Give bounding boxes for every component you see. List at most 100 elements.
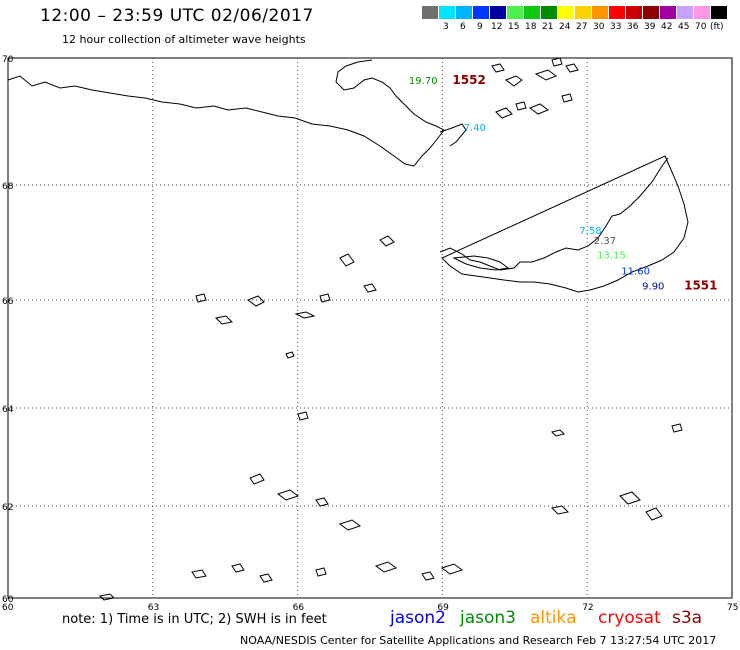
scale-label: 6 bbox=[460, 22, 466, 32]
map-frame bbox=[7, 57, 733, 599]
coastline-east bbox=[439, 123, 467, 147]
scale-swatch bbox=[694, 6, 710, 19]
graticule: 60 63 66 69 72 75 70 68 66 64 62 60 bbox=[2, 55, 738, 613]
lon-tick-label: 72 bbox=[582, 603, 593, 613]
scale-swatch bbox=[677, 6, 693, 19]
coastline-yamal-peninsula bbox=[7, 59, 445, 167]
island-7 bbox=[551, 57, 563, 67]
island-36 bbox=[671, 423, 683, 433]
lat-tick-label: 70 bbox=[2, 55, 14, 65]
scale-swatch bbox=[609, 6, 625, 19]
island-21 bbox=[249, 473, 265, 485]
island-2 bbox=[534, 69, 558, 81]
island-19 bbox=[285, 351, 295, 359]
island-18 bbox=[297, 411, 309, 421]
scale-swatch bbox=[626, 6, 642, 19]
lon-tick-label: 60 bbox=[2, 603, 14, 613]
island-9 bbox=[561, 93, 573, 103]
scale-swatch bbox=[592, 6, 608, 19]
island-8 bbox=[515, 101, 527, 111]
map-title: 12:00 – 23:59 UTC 02/06/2017 bbox=[40, 6, 314, 26]
island-33 bbox=[259, 573, 273, 583]
scale-label: 12 bbox=[491, 22, 503, 32]
island-16 bbox=[319, 293, 331, 303]
island-28 bbox=[374, 561, 398, 573]
scale-label: 27 bbox=[576, 22, 588, 32]
scale-swatch bbox=[711, 6, 727, 19]
lat-tick-label: 62 bbox=[2, 503, 13, 513]
island-14 bbox=[379, 235, 395, 247]
island-3 bbox=[491, 63, 505, 73]
satellite-legend-entry: altika bbox=[530, 608, 577, 628]
island-27 bbox=[550, 505, 570, 515]
island-30 bbox=[191, 569, 207, 579]
island-12 bbox=[294, 311, 316, 319]
island-35 bbox=[421, 571, 435, 581]
lon-tick-label: 66 bbox=[293, 603, 305, 613]
observation-value: 1551 bbox=[684, 279, 717, 293]
observation-value: 1552 bbox=[452, 73, 485, 87]
lon-tick-label: 75 bbox=[727, 603, 738, 613]
observation-value: 7.58 bbox=[579, 226, 601, 237]
island-17 bbox=[195, 293, 207, 303]
lat-tick-label: 64 bbox=[2, 405, 14, 415]
coastline bbox=[7, 57, 689, 601]
scale-swatch bbox=[422, 6, 438, 19]
observation-value: 13.15 bbox=[597, 251, 626, 262]
satellite-legend-entry: jason3 bbox=[460, 608, 516, 628]
island-4 bbox=[528, 103, 550, 115]
satellite-legend-entry: cryosat bbox=[598, 608, 661, 628]
scale-swatch bbox=[456, 6, 472, 19]
scale-swatch bbox=[660, 6, 676, 19]
lon-tick-label: 69 bbox=[437, 603, 449, 613]
scale-label: 36 bbox=[627, 22, 639, 32]
footer-credit: NOAA/NESDIS Center for Satellite Applica… bbox=[240, 634, 717, 647]
note-text: note: 1) Time is in UTC; 2) SWH is in fe… bbox=[62, 612, 327, 627]
island-5 bbox=[495, 107, 513, 119]
coastline-gulf-of-ob bbox=[439, 155, 689, 293]
island-31 bbox=[231, 563, 245, 573]
island-34 bbox=[315, 567, 327, 577]
scale-swatch bbox=[575, 6, 591, 19]
satellite-legend-entry: s3a bbox=[672, 608, 703, 628]
scale-label: 18 bbox=[525, 22, 537, 32]
observation-value: 2.37 bbox=[594, 236, 616, 247]
observation-value: 19.70 bbox=[409, 76, 438, 87]
lat-tick-label: 60 bbox=[2, 595, 14, 605]
scale-label: 24 bbox=[559, 22, 571, 32]
satellite-legend-entry: jason2 bbox=[390, 608, 446, 628]
observation-value: 11.60 bbox=[621, 267, 650, 278]
coastline-ob-bay-inner bbox=[452, 255, 510, 271]
scale-label: 15 bbox=[508, 22, 520, 32]
observation-value: 7.40 bbox=[464, 123, 486, 134]
lat-tick-label: 68 bbox=[2, 182, 14, 192]
lon-tick-label: 63 bbox=[148, 603, 159, 613]
scale-label: 30 bbox=[593, 22, 605, 32]
island-24 bbox=[338, 519, 362, 531]
island-10 bbox=[246, 295, 265, 307]
scale-swatch bbox=[541, 6, 557, 19]
scale-swatch bbox=[473, 6, 489, 19]
scale-label: 45 bbox=[678, 22, 690, 32]
scale-label: 42 bbox=[661, 22, 673, 32]
island-1 bbox=[504, 75, 523, 87]
scale-swatch bbox=[558, 6, 574, 19]
island-15 bbox=[363, 283, 377, 293]
scale-label: 33 bbox=[610, 22, 622, 32]
island-23 bbox=[315, 497, 329, 507]
island-26 bbox=[645, 507, 663, 521]
observation-labels: 19.70 1552 7.40 7.582.37 13.15 11.60 9.90 1551 bbox=[409, 73, 718, 293]
island-20 bbox=[551, 429, 565, 437]
island-6 bbox=[565, 63, 579, 73]
scale-label: 21 bbox=[542, 22, 554, 32]
scale-label: 70 bbox=[695, 22, 707, 32]
observation-value: 9.90 bbox=[642, 282, 664, 293]
scale-label: 3 bbox=[443, 22, 449, 32]
island-25 bbox=[619, 491, 641, 505]
island-13 bbox=[339, 253, 355, 267]
island-22 bbox=[276, 489, 300, 501]
map-subtitle: 12 hour collection of altimeter wave hei… bbox=[62, 33, 306, 46]
scale-label: 39 bbox=[644, 22, 656, 32]
island-11 bbox=[214, 315, 234, 325]
